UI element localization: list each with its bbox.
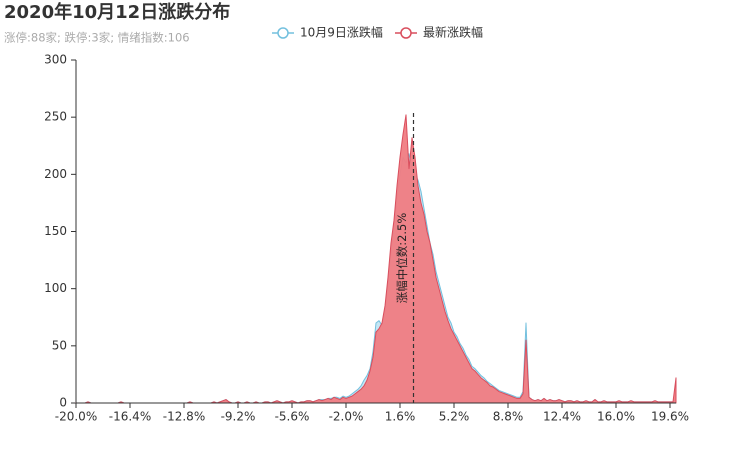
- x-tick-label: -16.4%: [109, 410, 151, 424]
- chart-subtitle: 涨停:88家; 跌停:3家; 情绪指数:106: [4, 31, 190, 45]
- x-tick-label: 16.0%: [597, 410, 635, 424]
- y-tick-label: 0: [59, 396, 67, 410]
- x-tick-label: -9.2%: [221, 410, 256, 424]
- chart-title: 2020年10月12日涨跌分布: [4, 1, 230, 23]
- x-tick-label: 8.8%: [493, 410, 524, 424]
- y-tick-label: 100: [44, 281, 67, 295]
- y-tick-label: 300: [44, 53, 67, 67]
- x-tick-label: -20.0%: [55, 410, 97, 424]
- legend-label[interactable]: 10月9日涨跌幅: [300, 25, 383, 40]
- x-tick-label: 12.4%: [543, 410, 581, 424]
- x-tick-label: 1.6%: [385, 410, 416, 424]
- legend-icon-dot: [400, 27, 412, 39]
- x-tick-label: 19.6%: [651, 410, 689, 424]
- y-tick-label: 250: [44, 110, 67, 124]
- area-series: [75, 114, 677, 404]
- legend-label[interactable]: 最新涨跌幅: [423, 25, 483, 40]
- y-tick-label: 50: [52, 338, 67, 352]
- legend-icon-dot: [277, 27, 289, 39]
- x-tick-label: -12.8%: [163, 410, 205, 424]
- x-tick-label: -5.6%: [275, 410, 310, 424]
- x-tick-label: 5.2%: [439, 410, 470, 424]
- x-tick-label: -2.0%: [329, 410, 364, 424]
- median-label: 涨幅中位数:2.5%: [395, 213, 409, 304]
- y-tick-label: 200: [44, 167, 67, 181]
- y-tick-label: 150: [44, 224, 67, 238]
